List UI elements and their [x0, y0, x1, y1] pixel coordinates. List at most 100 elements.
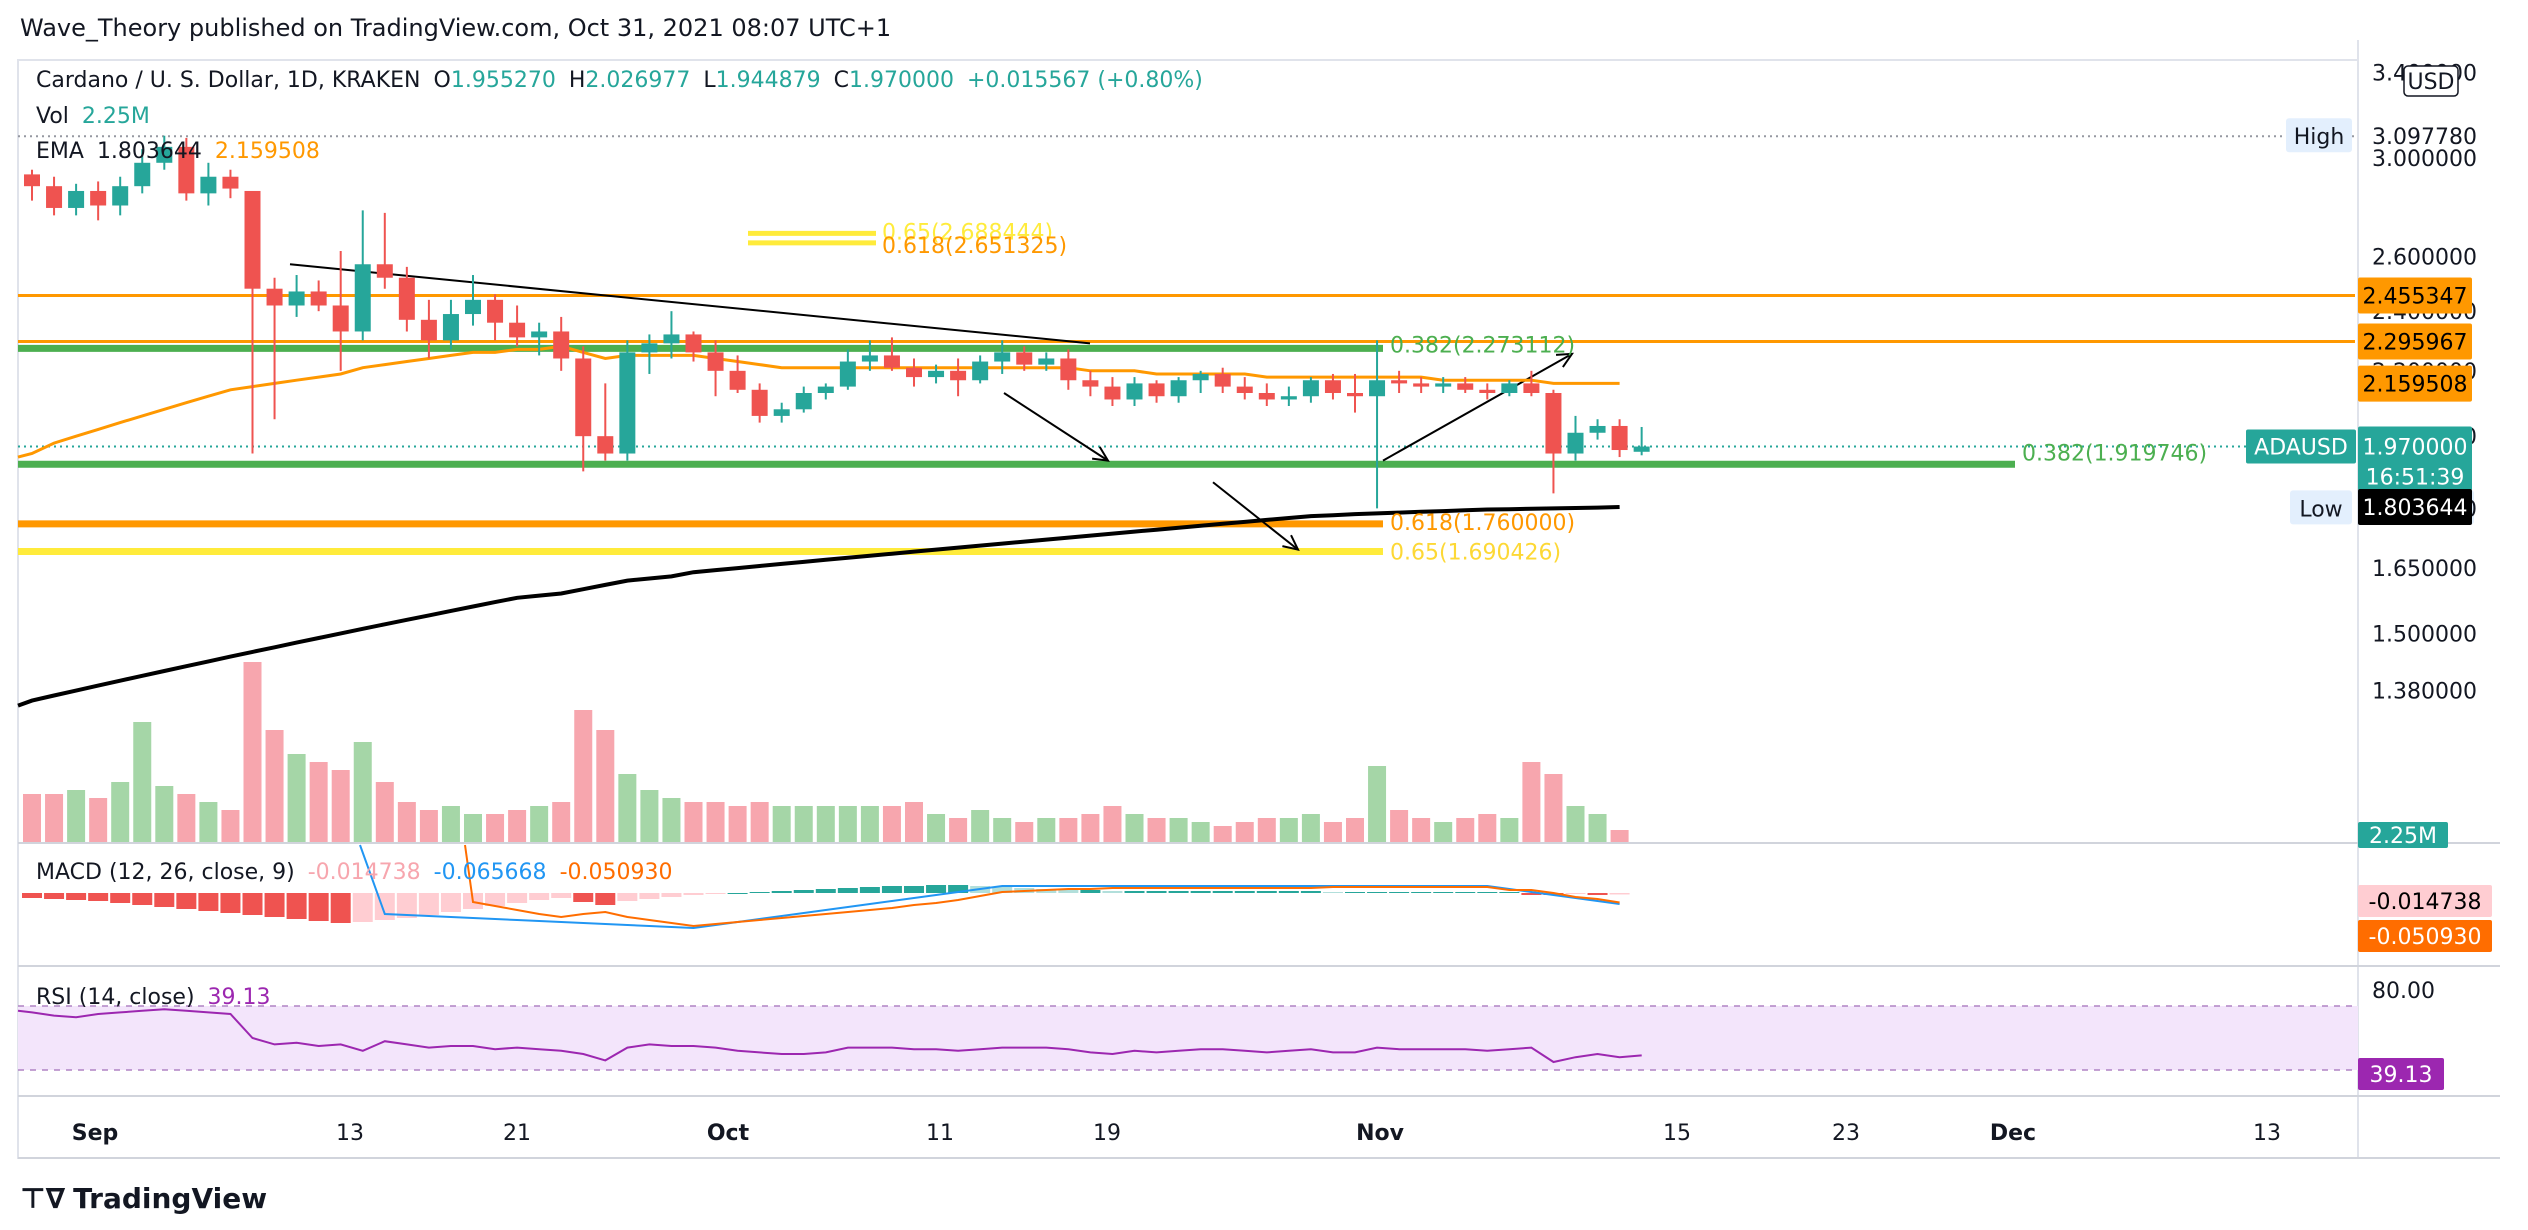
- macd-histogram-bar: [1058, 890, 1079, 893]
- candle-body: [619, 352, 636, 454]
- macd-histogram-bar: [154, 893, 175, 907]
- candle-body: [1479, 389, 1496, 394]
- volume-bar: [353, 742, 372, 842]
- candle-body: [1435, 383, 1452, 387]
- macd-histogram-bar: [440, 893, 461, 912]
- macd-histogram-bar: [815, 889, 836, 893]
- time-tick-label: Nov: [1356, 1121, 1405, 1146]
- volume-bar: [1346, 818, 1364, 842]
- macd-histogram-bar: [242, 893, 263, 915]
- candle-body: [861, 355, 878, 362]
- rsi-tick-label: 80.00: [2372, 979, 2435, 1004]
- macd-histogram-bar: [1234, 891, 1255, 893]
- fib-label-0382-upper: 0.382(2.273112): [1390, 333, 1575, 358]
- time-tick-label: 21: [503, 1121, 531, 1146]
- macd-histogram-bar: [1190, 891, 1211, 893]
- volume-bar: [882, 806, 901, 842]
- volume-bar: [1566, 806, 1585, 842]
- macd-histogram-bar: [529, 893, 550, 900]
- volume-bar: [1191, 822, 1210, 842]
- macd-histogram-bar: [1587, 893, 1608, 895]
- volume-bar: [1478, 814, 1497, 842]
- volume-bar: [684, 802, 703, 842]
- legend-macd-hist: -0.014738: [307, 860, 421, 885]
- volume-bar: [419, 810, 438, 842]
- projection-arrow-up-head: [1555, 352, 1575, 368]
- candle-body: [1324, 380, 1341, 394]
- macd-histogram-bar: [176, 893, 197, 909]
- legend-close: 1.970000: [848, 68, 954, 93]
- candle-body: [685, 334, 702, 353]
- candle-body: [1236, 386, 1253, 394]
- candle-body: [817, 386, 834, 394]
- price-tick-label: 2.600000: [2372, 245, 2477, 270]
- volume-bar: [464, 814, 482, 842]
- macd-histogram-bar: [1521, 893, 1542, 895]
- volume-bar: [530, 806, 549, 842]
- macd-hist-tag-bg: [2358, 885, 2492, 917]
- volume-bar: [1279, 818, 1298, 842]
- volume-bar: [1368, 766, 1387, 842]
- volume-bar: [927, 814, 946, 842]
- macd-histogram-bar: [617, 893, 638, 901]
- legend-open: 1.955270: [450, 68, 556, 93]
- candle-body: [1192, 373, 1209, 381]
- candle-body: [1104, 386, 1121, 400]
- volume-bar: [574, 710, 593, 842]
- volume-bar: [1610, 830, 1629, 842]
- volume-bar: [265, 730, 284, 842]
- candle-body: [112, 186, 129, 206]
- candle-body: [1038, 358, 1055, 365]
- volume-tag: 2.25M: [2369, 824, 2437, 849]
- last-price-tag-bg: [2358, 426, 2472, 491]
- legend-high: 2.026977: [585, 68, 691, 93]
- candle-body: [531, 331, 548, 338]
- candle-body: [1082, 380, 1099, 387]
- volume-bar: [221, 810, 240, 842]
- macd-histogram-bar: [1477, 892, 1498, 893]
- time-tick-label: 13: [336, 1121, 364, 1146]
- candle-body: [1170, 380, 1187, 397]
- symbol-tag-bg: [2246, 429, 2356, 464]
- candle-body: [90, 190, 107, 206]
- volume-bar: [949, 818, 968, 842]
- candle-body: [288, 291, 305, 306]
- candle-body: [553, 331, 570, 359]
- candle-body: [46, 186, 63, 208]
- volume-bar: [1456, 818, 1475, 842]
- candle-body: [972, 361, 989, 381]
- macd-histogram-bar: [1565, 893, 1586, 894]
- legend-rsi-value: 39.13: [207, 985, 271, 1010]
- macd-histogram-bar: [44, 893, 65, 899]
- candle-body: [641, 343, 658, 353]
- candle-body: [729, 370, 746, 390]
- volume-bar: [331, 770, 350, 842]
- volume-bar: [177, 794, 196, 842]
- candle-body: [751, 389, 768, 416]
- tag-2455-bg: [2358, 277, 2472, 314]
- macd-histogram-bar: [1080, 890, 1101, 893]
- volume-bar: [45, 794, 64, 842]
- volume-bar: [243, 662, 262, 842]
- volume-bar: [397, 802, 416, 842]
- legend-ohlc: Cardano / U. S. Dollar, 1D, KRAKEN O1.95…: [36, 68, 1203, 93]
- high-label-bg: [2286, 118, 2352, 153]
- tradingview-logo[interactable]: ⊤∇ TradingView: [20, 1182, 268, 1215]
- candle-body: [310, 291, 327, 306]
- macd-histogram-bar: [859, 887, 880, 893]
- candle-body: [1567, 432, 1584, 454]
- legend-macd-line: -0.065668: [433, 860, 547, 885]
- candle-body: [442, 314, 459, 341]
- volume-bar: [111, 782, 130, 842]
- macd-histogram-bar: [992, 887, 1013, 893]
- legend-symbol: Cardano / U. S. Dollar, 1D, KRAKEN: [36, 68, 421, 93]
- price-tick-label: 1.380000: [2372, 680, 2477, 705]
- macd-histogram-bar: [948, 885, 969, 893]
- macd-histogram-bar: [396, 893, 417, 918]
- countdown-tag: 16:51:39: [2366, 466, 2465, 491]
- publisher-header: Wave_Theory published on TradingView.com…: [20, 14, 892, 42]
- rsi-tag: 39.13: [2370, 1063, 2433, 1088]
- volume-bar: [971, 810, 990, 842]
- volume-bar: [1213, 826, 1232, 842]
